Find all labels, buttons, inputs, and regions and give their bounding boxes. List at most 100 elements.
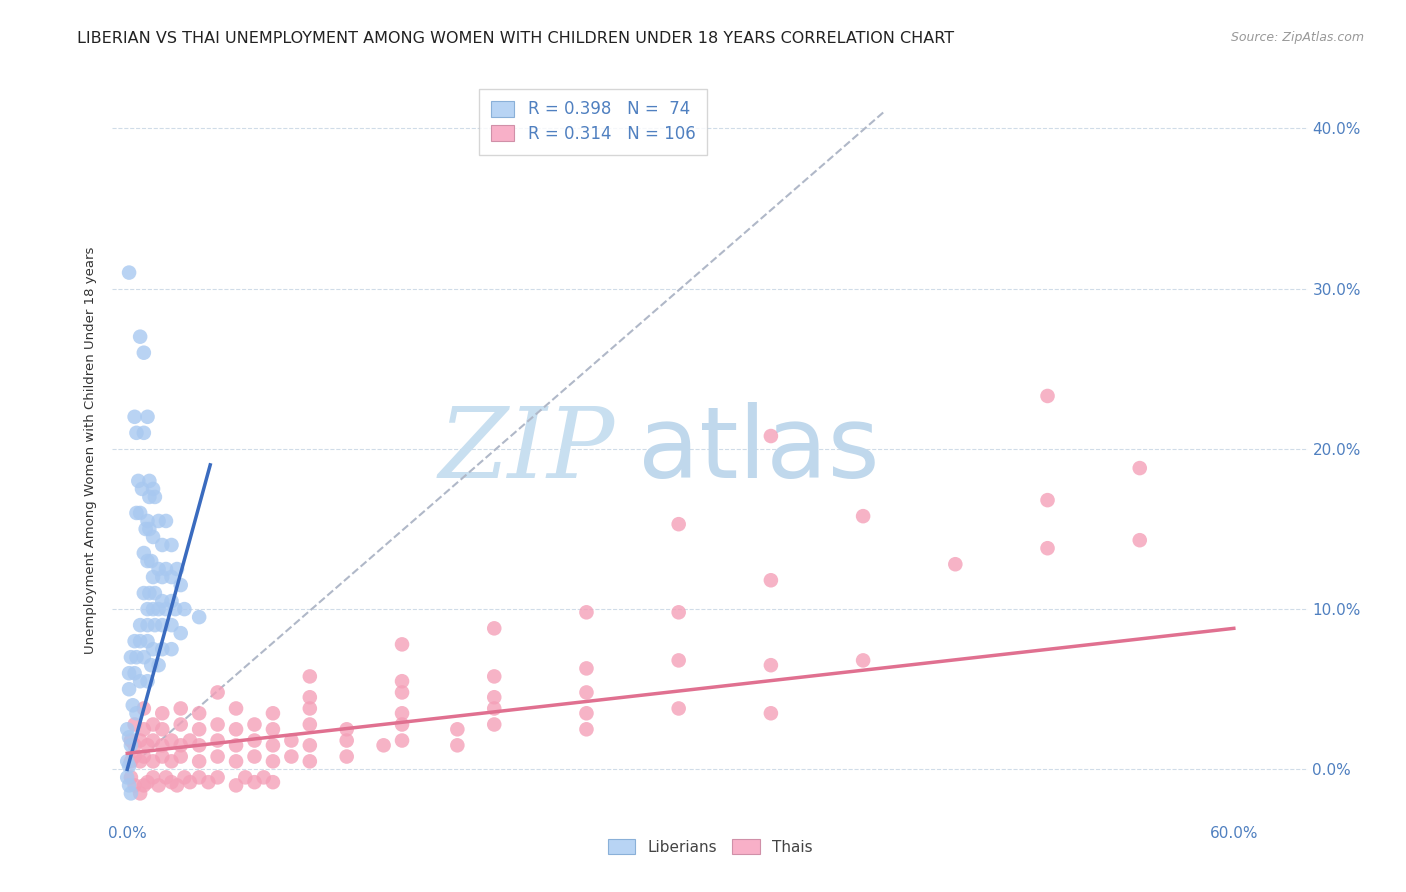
Point <box>143 618 166 632</box>
Point <box>298 717 321 731</box>
Text: Source: ZipAtlas.com: Source: ZipAtlas.com <box>1230 31 1364 45</box>
Point <box>118 778 141 792</box>
Point <box>170 717 193 731</box>
Point <box>1129 461 1152 475</box>
Point <box>143 586 166 600</box>
Point <box>207 770 229 784</box>
Point <box>391 717 413 731</box>
Point <box>148 602 170 616</box>
Point <box>124 749 146 764</box>
Point <box>150 723 173 737</box>
Point <box>136 674 159 689</box>
Point <box>150 706 173 721</box>
Point <box>129 786 152 800</box>
Point <box>1036 389 1059 403</box>
Point <box>243 775 266 789</box>
Point <box>136 554 159 568</box>
Point <box>132 345 155 359</box>
Point <box>132 546 155 560</box>
Point <box>197 775 219 789</box>
Point <box>141 658 163 673</box>
Point <box>136 775 159 789</box>
Point <box>150 739 173 753</box>
Point <box>575 661 598 675</box>
Point <box>391 637 413 651</box>
Point <box>132 778 155 792</box>
Legend: Liberians, Thais: Liberians, Thais <box>602 833 818 861</box>
Point <box>280 733 302 747</box>
Point <box>121 698 143 713</box>
Point <box>124 409 146 424</box>
Point <box>188 755 211 769</box>
Point <box>142 770 165 784</box>
Point <box>160 775 183 789</box>
Point <box>188 723 211 737</box>
Point <box>120 755 142 769</box>
Point <box>135 522 157 536</box>
Point <box>391 685 413 699</box>
Point <box>136 634 159 648</box>
Point <box>131 482 153 496</box>
Point <box>129 674 152 689</box>
Point <box>124 666 146 681</box>
Point <box>148 562 170 576</box>
Point <box>155 562 177 576</box>
Point <box>129 634 152 648</box>
Point <box>759 429 782 443</box>
Point <box>170 749 193 764</box>
Point <box>129 506 152 520</box>
Point <box>143 490 166 504</box>
Point <box>166 778 188 792</box>
Point <box>207 749 229 764</box>
Point <box>142 482 165 496</box>
Point <box>129 755 152 769</box>
Point <box>120 733 142 747</box>
Point <box>160 733 183 747</box>
Point <box>141 554 163 568</box>
Point <box>262 775 284 789</box>
Point <box>484 717 506 731</box>
Point <box>170 701 193 715</box>
Point <box>115 723 138 737</box>
Point <box>132 749 155 764</box>
Point <box>484 621 506 635</box>
Point <box>124 634 146 648</box>
Point <box>336 749 359 764</box>
Point <box>118 682 141 697</box>
Point <box>391 733 413 747</box>
Point <box>207 685 229 699</box>
Point <box>1129 533 1152 548</box>
Point <box>179 733 201 747</box>
Point <box>188 770 211 784</box>
Point <box>225 723 247 737</box>
Point <box>120 650 142 665</box>
Point <box>668 605 690 619</box>
Point <box>138 586 160 600</box>
Point <box>1036 541 1059 556</box>
Point <box>148 514 170 528</box>
Point <box>142 717 165 731</box>
Point <box>142 530 165 544</box>
Point <box>136 409 159 424</box>
Point <box>150 594 173 608</box>
Point <box>170 578 193 592</box>
Point <box>262 755 284 769</box>
Point <box>150 570 173 584</box>
Point <box>391 706 413 721</box>
Point <box>759 706 782 721</box>
Point <box>148 778 170 792</box>
Point <box>160 642 183 657</box>
Point <box>120 739 142 753</box>
Point <box>160 618 183 632</box>
Point <box>484 701 506 715</box>
Point <box>173 602 195 616</box>
Point <box>943 558 966 572</box>
Point <box>125 425 148 440</box>
Point <box>575 723 598 737</box>
Point <box>298 669 321 683</box>
Point <box>155 514 177 528</box>
Point <box>160 755 183 769</box>
Point <box>243 733 266 747</box>
Point <box>759 574 782 588</box>
Point <box>160 570 183 584</box>
